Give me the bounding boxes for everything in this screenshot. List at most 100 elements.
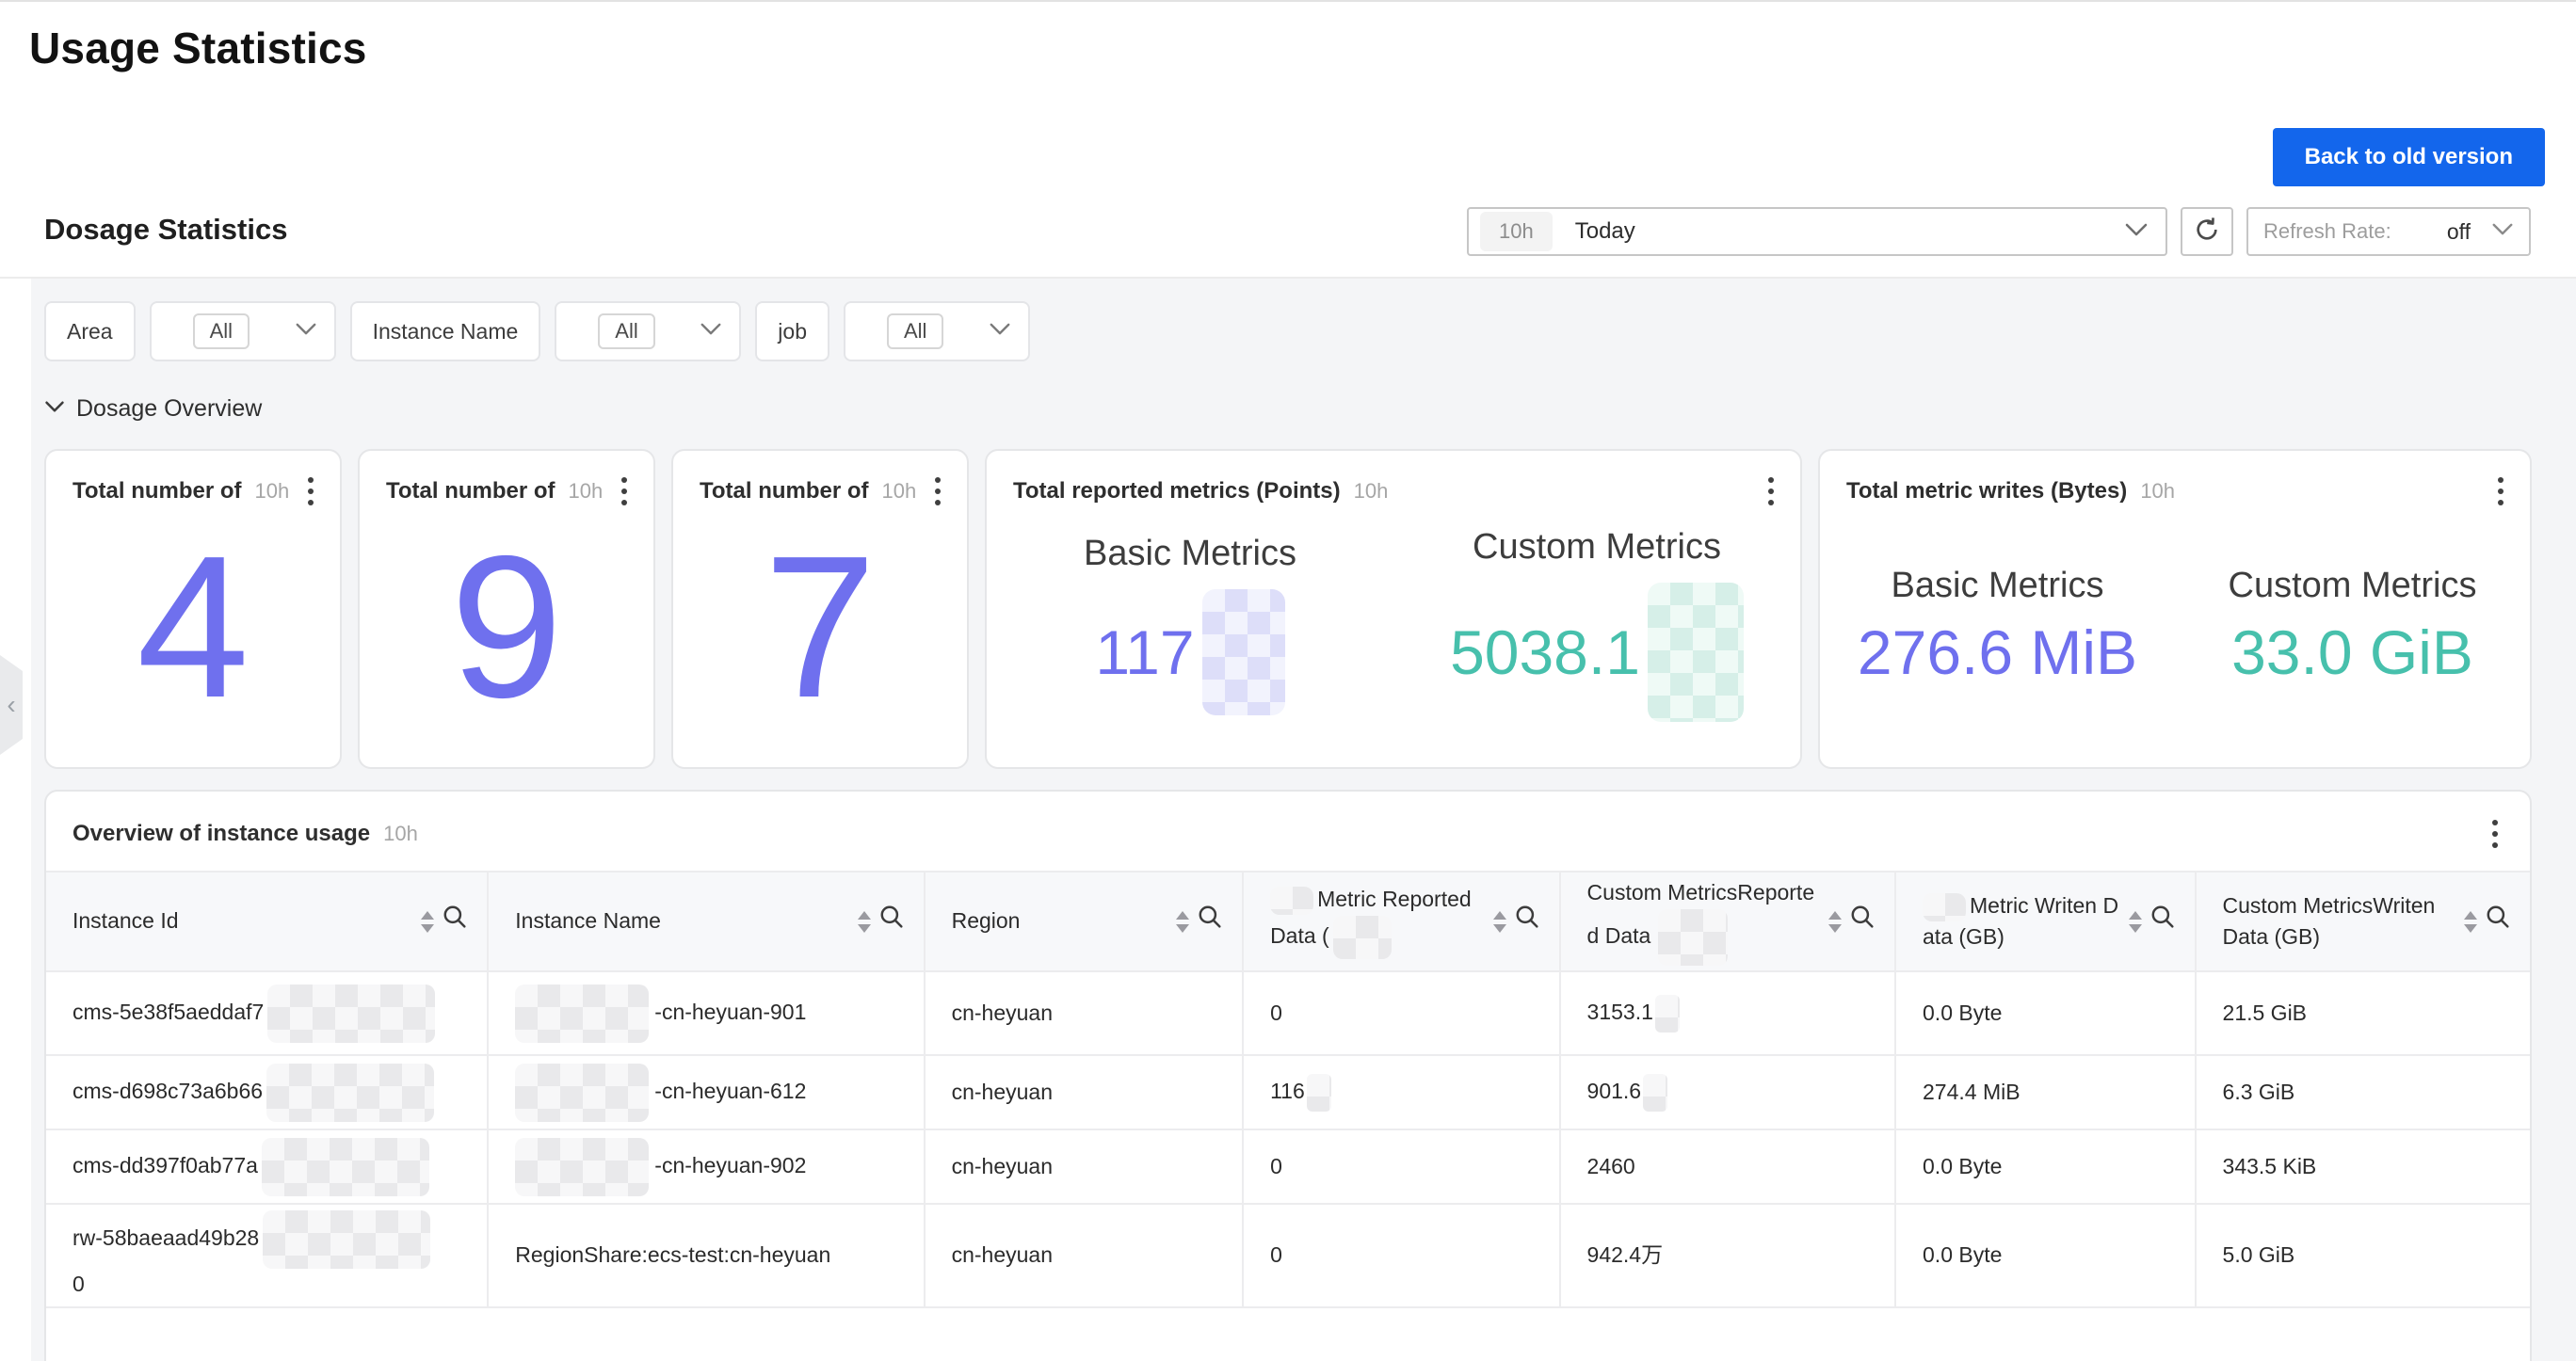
count-value: 4 — [46, 509, 340, 767]
sort-icon[interactable] — [2464, 911, 2477, 933]
instance-name-select[interactable]: All — [555, 301, 741, 361]
refresh-rate-label: Refresh Rate: — [2263, 219, 2391, 244]
kebab-menu-icon[interactable] — [616, 473, 633, 509]
custom-metrics-value: 5038.1 — [1450, 621, 1640, 683]
search-icon[interactable] — [1197, 904, 1223, 938]
basic-metrics-label: Basic Metrics — [1084, 534, 1296, 574]
redacted-text-block — [266, 1064, 434, 1122]
basic-metrics-value: 276.6 MiB — [1858, 621, 2137, 683]
sort-icon[interactable] — [2129, 911, 2142, 933]
column-header-basic-written[interactable]: Metric Writen Data (GB) — [1896, 873, 2197, 970]
redacted-text-block — [267, 985, 435, 1043]
chevron-down-icon — [44, 400, 65, 418]
table-row[interactable]: rw-58baeaad49b280 RegionShare:ecs-test:c… — [46, 1205, 2530, 1308]
column-header-basic-reported[interactable]: Metric Reported Data ( — [1244, 873, 1560, 970]
card-title: Total metric writes (Bytes) — [1846, 478, 2127, 504]
count-card-2: Total number of 10h 9 — [358, 449, 655, 769]
kebab-menu-icon[interactable] — [2487, 816, 2504, 852]
sort-icon[interactable] — [1828, 911, 1842, 933]
chevron-down-icon — [295, 322, 317, 341]
chevron-down-icon — [2491, 222, 2514, 241]
page-title: Usage Statistics — [29, 23, 367, 73]
search-icon[interactable] — [2485, 904, 2511, 938]
table-row[interactable]: cms-d698c73a6b66 -cn-heyuan-612 cn-heyua… — [46, 1056, 2530, 1130]
count-value: 7 — [673, 509, 967, 767]
card-time-range: 10h — [882, 479, 917, 504]
custom-metrics-label: Custom Metrics — [1473, 527, 1721, 568]
basic-metrics-label: Basic Metrics — [1892, 566, 2104, 606]
table-body: cms-5e38f5aeddaf7 -cn-heyuan-901 cn-heyu… — [46, 972, 2530, 1308]
redacted-text-block — [515, 1138, 649, 1196]
metric-writes-card: Total metric writes (Bytes) 10h Basic Me… — [1818, 449, 2532, 769]
back-to-old-version-button[interactable]: Back to old version — [2273, 128, 2545, 186]
card-title: Total reported metrics (Points) — [1013, 478, 1341, 504]
custom-metrics-value: 33.0 GiB — [2231, 621, 2473, 683]
table-title: Overview of instance usage — [72, 821, 370, 847]
refresh-rate-value: off — [2403, 219, 2480, 245]
kebab-menu-icon[interactable] — [929, 473, 946, 509]
redacted-text-block — [1270, 887, 1313, 915]
column-header-custom-reported[interactable]: Custom MetricsReported Data — [1561, 873, 1896, 970]
custom-metrics-label: Custom Metrics — [2229, 566, 2477, 606]
card-time-range: 10h — [255, 479, 290, 504]
instance-name-select-value: All — [598, 313, 654, 349]
filter-label-instance-name: Instance Name — [350, 301, 541, 361]
job-select-value: All — [887, 313, 943, 349]
sort-icon[interactable] — [421, 911, 434, 933]
filter-label-area: Area — [44, 301, 136, 361]
column-header-instance-name[interactable]: Instance Name — [489, 873, 925, 970]
time-controls: 10h Today Refresh Rate: off — [1467, 207, 2531, 256]
redacted-text-block — [1658, 909, 1728, 966]
card-time-range: 10h — [2140, 479, 2479, 504]
table-time-range: 10h — [383, 822, 2473, 846]
redacted-text-block — [1307, 1074, 1331, 1112]
redacted-text-block — [263, 1210, 430, 1269]
kebab-menu-icon[interactable] — [1763, 473, 1779, 509]
redacted-text-block — [1643, 1074, 1667, 1112]
card-time-range: 10h — [569, 479, 604, 504]
left-rail — [0, 279, 31, 1361]
search-icon[interactable] — [442, 904, 468, 938]
table-row[interactable]: cms-dd397f0ab77a -cn-heyuan-902 cn-heyua… — [46, 1130, 2530, 1205]
redacted-value-block — [1202, 589, 1285, 715]
page-header: Usage Statistics Back to old version Dos… — [0, 2, 2576, 277]
column-header-region[interactable]: Region — [926, 873, 1244, 970]
kebab-menu-icon[interactable] — [2492, 473, 2509, 509]
refresh-icon — [2192, 215, 2222, 249]
panel-collapse-handle[interactable]: ‹ — [0, 655, 23, 755]
section-title: Dosage Statistics — [44, 213, 287, 247]
column-header-custom-written[interactable]: Custom MetricsWriten Data (GB) — [2197, 873, 2530, 970]
refresh-button[interactable] — [2181, 207, 2233, 256]
dosage-overview-label: Dosage Overview — [76, 395, 262, 423]
dosage-overview-toggle[interactable]: Dosage Overview — [44, 395, 2532, 423]
instance-usage-table-card: Overview of instance usage 10h Instance … — [44, 790, 2532, 1361]
area-select[interactable]: All — [150, 301, 336, 361]
card-title: Total number of — [72, 478, 242, 504]
chevron-down-icon — [700, 322, 722, 341]
kebab-menu-icon[interactable] — [302, 473, 319, 509]
search-icon[interactable] — [1514, 904, 1540, 938]
redacted-text-block — [1333, 916, 1392, 959]
search-icon[interactable] — [2149, 904, 2176, 938]
search-icon[interactable] — [878, 904, 905, 938]
time-range-picker[interactable]: 10h Today — [1467, 207, 2167, 256]
job-select[interactable]: All — [844, 301, 1030, 361]
sort-icon[interactable] — [858, 911, 871, 933]
time-range-badge: 10h — [1480, 212, 1553, 251]
area-select-value: All — [193, 313, 250, 349]
chevron-left-icon: ‹ — [7, 690, 15, 720]
count-card-3: Total number of 10h 7 — [671, 449, 969, 769]
sort-icon[interactable] — [1176, 911, 1189, 933]
refresh-rate-select[interactable]: Refresh Rate: off — [2246, 207, 2531, 256]
redacted-text-block — [1655, 995, 1680, 1033]
count-value: 9 — [360, 509, 653, 767]
chevron-down-icon — [2124, 222, 2149, 242]
column-header-instance-id[interactable]: Instance Id — [46, 873, 489, 970]
redacted-value-block — [1648, 583, 1744, 722]
search-icon[interactable] — [1849, 904, 1876, 938]
table-row[interactable]: cms-5e38f5aeddaf7 -cn-heyuan-901 cn-heyu… — [46, 972, 2530, 1056]
redacted-text-block — [515, 985, 649, 1043]
sort-icon[interactable] — [1493, 911, 1506, 933]
time-range-value: Today — [1575, 218, 2101, 245]
count-card-1: Total number of 10h 4 — [44, 449, 342, 769]
